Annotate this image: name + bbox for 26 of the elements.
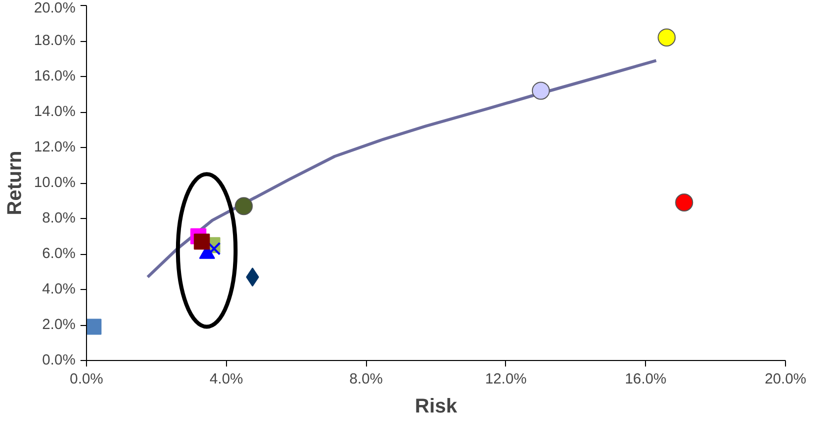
y-tick-label: 14.0% bbox=[34, 104, 76, 120]
point bbox=[532, 82, 550, 100]
point bbox=[86, 318, 102, 335]
line-series bbox=[146, 59, 658, 279]
point bbox=[658, 28, 676, 46]
y-tick-label: 8.0% bbox=[42, 210, 76, 226]
y-tick-label: 16.0% bbox=[34, 68, 76, 84]
point bbox=[234, 197, 253, 216]
y-tick-label: 18.0% bbox=[34, 33, 76, 49]
x-tick-label: 4.0% bbox=[210, 372, 244, 388]
point bbox=[675, 194, 694, 212]
x-tick-label: 8.0% bbox=[349, 372, 383, 388]
y-tick-label: 6.0% bbox=[42, 246, 76, 262]
y-tick-label: 12.0% bbox=[34, 140, 76, 156]
y-tick-label: 20.0% bbox=[34, 0, 76, 16]
y-tick-label: 0.0% bbox=[42, 352, 76, 368]
x-tick-label: 0.0% bbox=[70, 372, 104, 388]
x-tick-label: 20.0% bbox=[764, 372, 806, 388]
y-tick-label: 4.0% bbox=[42, 282, 76, 298]
y-tick-label: 10.0% bbox=[34, 175, 76, 191]
x-tick-label: 16.0% bbox=[624, 372, 666, 388]
point bbox=[194, 234, 210, 250]
y-axis-title: Return bbox=[4, 150, 26, 216]
x-axis-title: Risk bbox=[414, 396, 458, 418]
y-tick-label: 2.0% bbox=[42, 317, 76, 333]
x-tick-label: 12.0% bbox=[485, 372, 527, 388]
